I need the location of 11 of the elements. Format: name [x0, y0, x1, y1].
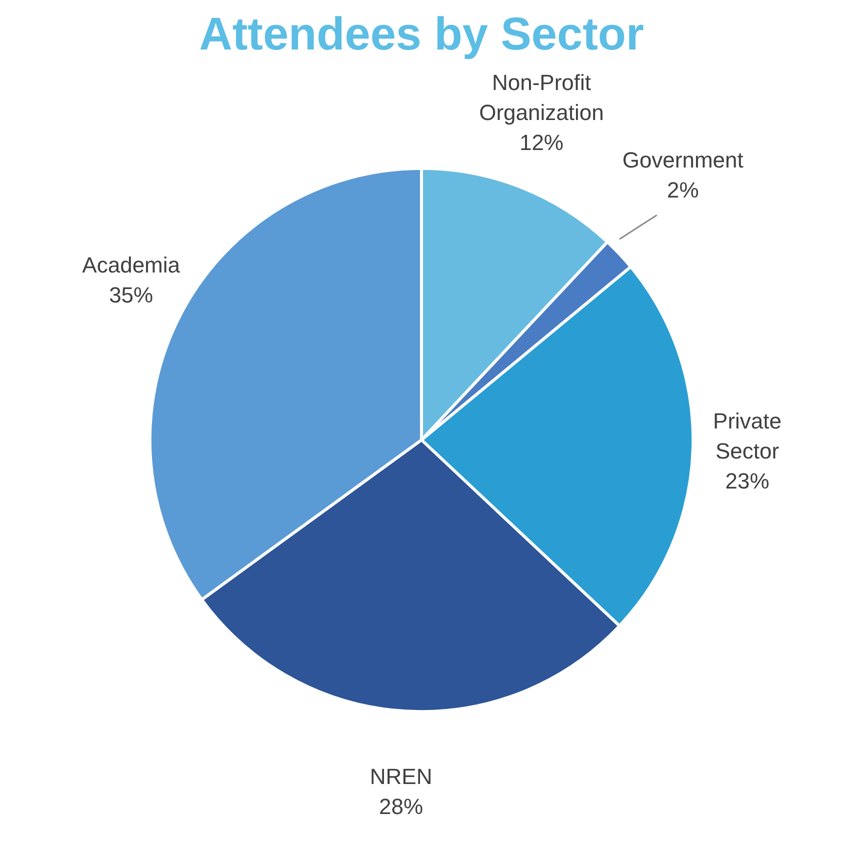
data-label: 28%: [379, 794, 424, 819]
slice-label: Government: [622, 147, 744, 172]
slice-label: Private Sector: [713, 408, 782, 464]
data-label: 12%: [519, 130, 564, 156]
chart-title: Attendees by Sector: [199, 8, 644, 60]
slice-label: Non-Profit Organization: [479, 70, 604, 126]
slice-label: NREN: [370, 764, 432, 789]
data-label: 23%: [725, 468, 770, 494]
data-label: 2%: [666, 177, 699, 202]
data-label: 35%: [109, 282, 154, 308]
slice-label: Academia: [82, 252, 181, 278]
